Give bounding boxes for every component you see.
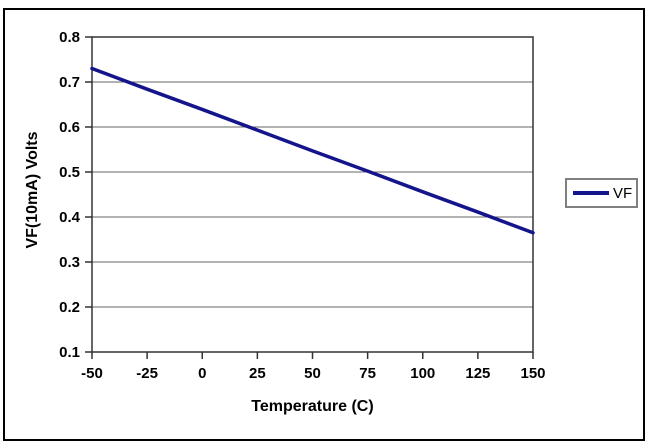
plot-border [91,36,534,353]
y-tick-label: 0.1 [59,344,80,361]
y-axis-title: VF(10mA) Volts [24,131,41,249]
x-axis-title: Temperature (C) [251,398,374,415]
y-tick-label: 0.5 [59,164,80,181]
y-tick-label: 0.2 [59,299,80,316]
x-tick-label: -25 [136,365,158,382]
x-tick-label: 50 [304,365,321,382]
y-tick-label: 0.8 [59,29,80,46]
x-tick-label: 0 [198,365,206,382]
series-line-vf [90,66,535,235]
x-tick-label: 125 [465,365,490,382]
x-tick-label: -50 [81,365,103,382]
x-tick-label: 75 [359,365,376,382]
y-tick-label: 0.4 [59,209,81,226]
legend-line-swatch [573,191,609,195]
legend-series-label: VF [613,184,633,202]
x-tick-label: 25 [249,365,266,382]
y-tick-label: 0.6 [59,119,80,136]
x-tick-label: 100 [410,365,435,382]
x-tick-label: 150 [520,365,545,382]
outer-border [3,8,645,441]
y-tick-label: 0.7 [59,74,80,91]
legend: VF [565,178,638,208]
y-tick-label: 0.3 [59,254,80,271]
